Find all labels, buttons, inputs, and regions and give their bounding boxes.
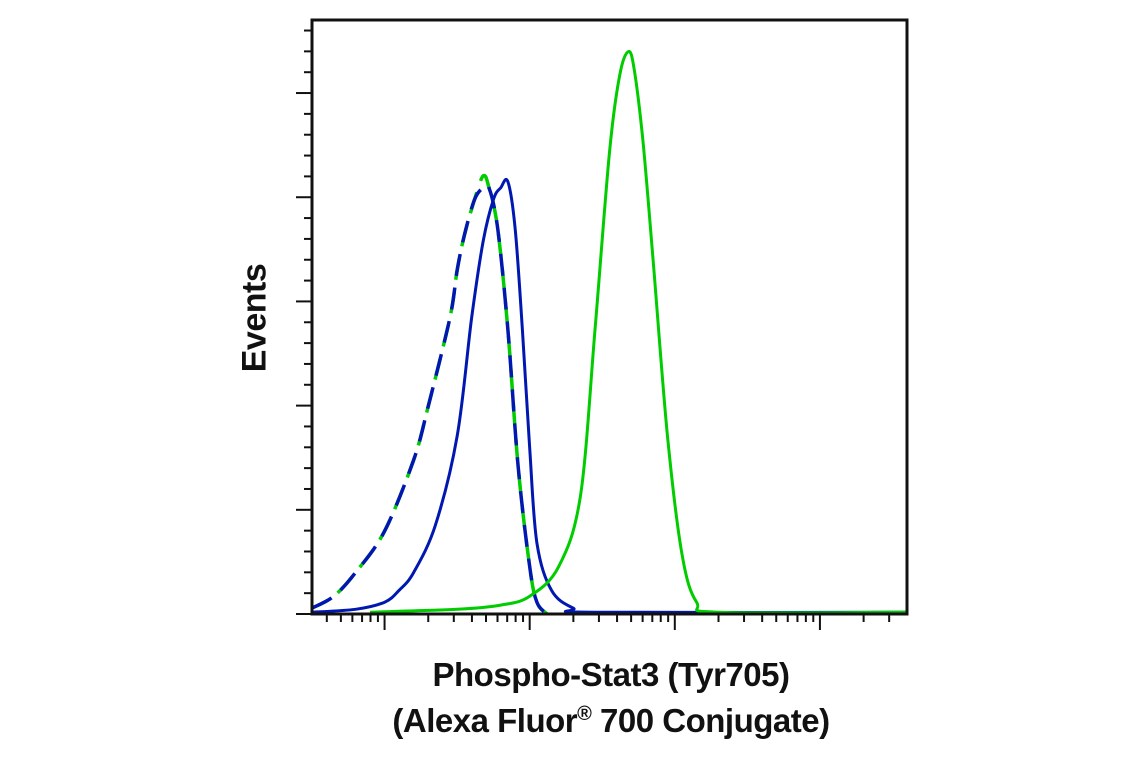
axis-ticks (296, 29, 891, 630)
y-axis-label: Events (235, 263, 274, 373)
registered-mark: ® (577, 703, 592, 725)
x-axis-label-line2: (Alexa Fluor® 700 Conjugate) (261, 702, 961, 740)
series-layer (311, 49, 908, 616)
series-line-3 (311, 177, 908, 615)
x-axis-label-line2-end: 700 Conjugate) (591, 702, 830, 739)
x-axis-label-line2-start: (Alexa Fluor (392, 702, 578, 739)
series-line-2 (311, 182, 549, 616)
series-line-4 (369, 49, 908, 615)
plot-frame (310, 18, 909, 616)
x-axis-label-line1: Phospho-Stat3 (Tyr705) (432, 656, 790, 693)
